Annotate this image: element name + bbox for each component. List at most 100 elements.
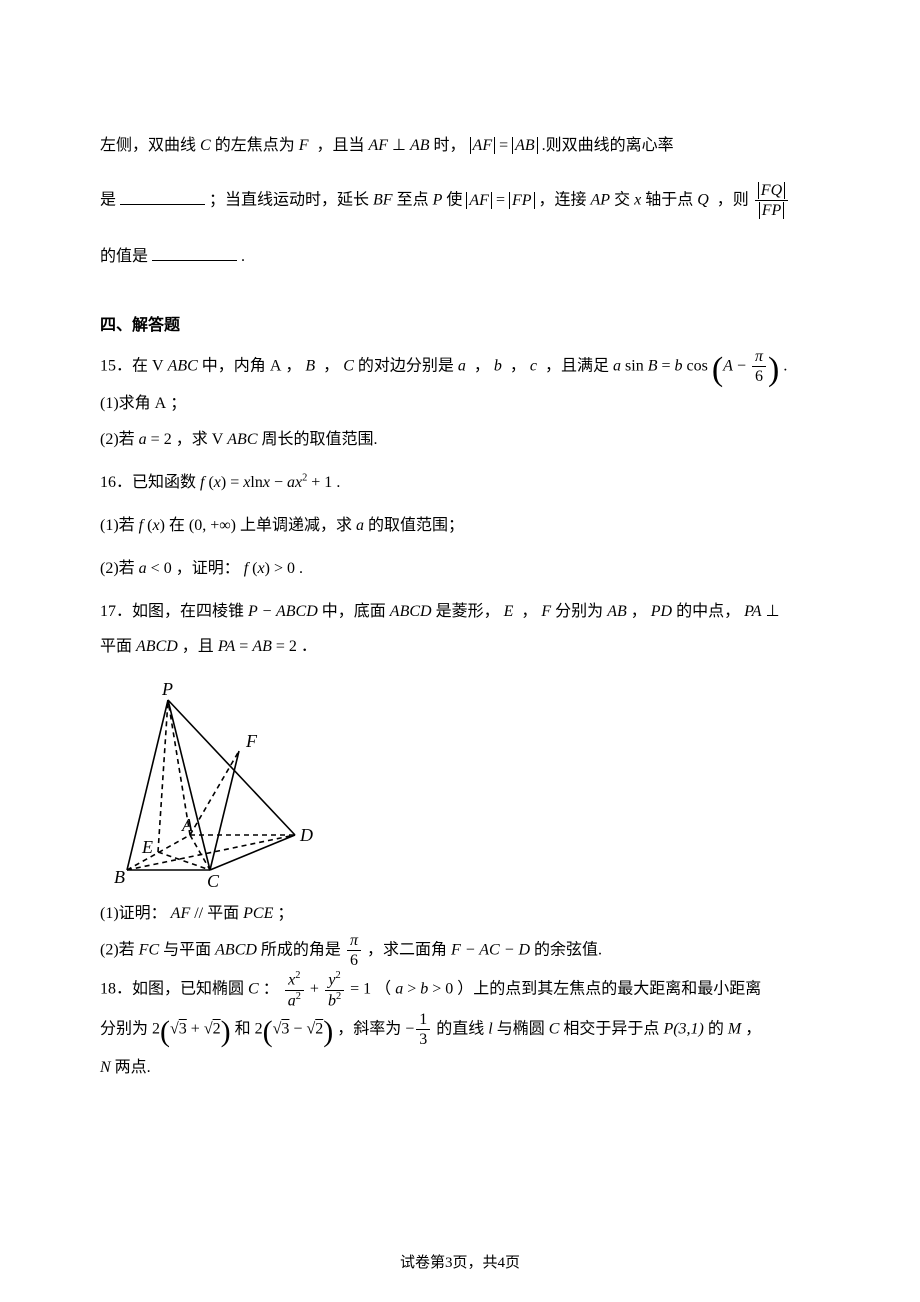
- PA: PA: [744, 603, 761, 620]
- comma: ，: [631, 603, 647, 620]
- var-BF: BF: [373, 192, 393, 209]
- footer-b: 页，共: [452, 1255, 497, 1271]
- q17-stem-2: 平面 ABCD ，且 PA = AB = 2 ．: [100, 629, 820, 664]
- text: 的取值范围；: [368, 517, 464, 534]
- b: b: [494, 357, 502, 374]
- eq1: = 1: [350, 981, 371, 998]
- AB: AB: [607, 603, 627, 620]
- label-E: E: [141, 837, 153, 857]
- text: 相交于异于点: [563, 1021, 659, 1038]
- and: 和: [235, 1021, 251, 1038]
- text: 左侧，双曲线: [100, 137, 196, 154]
- text: ，斜率为: [337, 1021, 401, 1038]
- text: 中，底面: [322, 603, 386, 620]
- minus: −: [274, 474, 287, 491]
- sin: sin: [625, 357, 644, 374]
- comma: ，: [285, 357, 301, 374]
- b: b: [328, 992, 336, 1009]
- footer-total: 4: [498, 1255, 506, 1271]
- q15-stem: 15．在 V ABC 中，内角 A ， B ， C 的对边分别是 a ， b ，…: [100, 347, 820, 386]
- eq2: =: [496, 192, 505, 209]
- comma: ，: [474, 357, 490, 374]
- text: ，且: [182, 638, 214, 655]
- PCE: PCE: [243, 905, 273, 922]
- AF: AF: [171, 905, 191, 922]
- a: a: [287, 474, 295, 491]
- var-Q: Q: [697, 192, 709, 209]
- q17-stem-1: 17．如图，在四棱锥 P − ABCD 中，底面 ABCD 是菱形， E ， F…: [100, 594, 820, 629]
- N: N: [100, 1059, 111, 1076]
- sqrt3a: 3: [179, 1021, 187, 1038]
- pi: π: [752, 347, 766, 367]
- abs-FP: FP: [512, 192, 532, 209]
- fill-blank-1[interactable]: [120, 188, 205, 205]
- tri-ABC: ABC: [168, 357, 198, 374]
- perp-symbol: ⊥: [392, 137, 406, 154]
- tri2: V: [212, 431, 224, 448]
- cont-line-1: 左侧，双曲线 C 的左焦点为 F ，且当 AF ⊥ AB 时， AF = AB …: [100, 128, 820, 163]
- text: 是菱形，: [436, 603, 500, 620]
- lparen: （: [375, 981, 391, 998]
- eq: =: [661, 357, 670, 374]
- text: ，连接: [539, 192, 587, 209]
- text: ，且满足: [545, 357, 609, 374]
- eq2: =: [276, 638, 285, 655]
- PABCD: P − ABCD: [248, 603, 318, 620]
- period: ．: [301, 638, 317, 655]
- six: 6: [752, 367, 766, 386]
- q18-stem-1: 18．如图，已知椭圆 C ： x2 a2 + y2 b2 = 1 （ a > b…: [100, 970, 820, 1010]
- page-footer: 试卷第3页，共4页: [0, 1247, 920, 1280]
- a3: a: [139, 560, 147, 577]
- tri-symbol: V: [152, 357, 164, 374]
- l: l: [488, 1021, 492, 1038]
- two-b: 2: [255, 1021, 263, 1038]
- zero: 0: [445, 981, 453, 998]
- q15-num: 15．在: [100, 357, 148, 374]
- pyramid-svg: P F D C B E A: [100, 675, 315, 890]
- var-F: F: [299, 137, 309, 154]
- a: a: [458, 357, 466, 374]
- pi2: π: [347, 931, 361, 951]
- gt: >: [407, 981, 416, 998]
- cos: cos: [687, 357, 708, 374]
- text: 的对边分别是: [358, 357, 454, 374]
- text: (1)求角: [100, 395, 151, 412]
- eqn-a: a: [613, 357, 621, 374]
- abs-FP2: FP: [762, 202, 782, 219]
- a: a: [288, 992, 296, 1009]
- text: ，求: [176, 431, 208, 448]
- neg: −: [405, 1021, 414, 1038]
- eq: =: [499, 137, 508, 154]
- q17-num: 17．如图，在四棱锥: [100, 603, 244, 620]
- lnx-x: x: [263, 474, 270, 491]
- parallel: //: [194, 905, 203, 922]
- sup2c: 2: [335, 970, 340, 981]
- B: B: [305, 357, 315, 374]
- text: (1)证明：: [100, 905, 167, 922]
- eqn-A: A: [723, 357, 733, 374]
- eq: =: [239, 638, 248, 655]
- semi: ；: [170, 395, 186, 412]
- fill-blank-2[interactable]: [152, 244, 237, 261]
- var-AF: AF: [369, 137, 389, 154]
- ABCD3: ABCD: [215, 941, 257, 958]
- interval: (0, +∞): [189, 517, 236, 534]
- q16-stem: 16．已知函数 f (x) = xlnx − ax2 + 1 .: [100, 465, 820, 500]
- label-B: B: [114, 867, 125, 887]
- plus1: + 1: [311, 474, 332, 491]
- frac-pi-6: π 6: [752, 347, 766, 386]
- ABCD2: ABCD: [136, 638, 178, 655]
- A2: A: [155, 395, 167, 412]
- ABC2: ABC: [227, 431, 257, 448]
- sqrt2a: 2: [213, 1021, 221, 1038]
- text: ，证明：: [176, 560, 240, 577]
- text: .则双曲线的离心率: [542, 137, 674, 154]
- eq2: = 2: [151, 431, 172, 448]
- FACD: F − AC − D: [451, 941, 530, 958]
- a3: a: [139, 431, 147, 448]
- ln: ln: [250, 474, 262, 491]
- eqn-B: B: [648, 357, 658, 374]
- text: 两点.: [115, 1059, 151, 1076]
- label-D: D: [299, 825, 313, 845]
- plus2: +: [191, 1021, 200, 1038]
